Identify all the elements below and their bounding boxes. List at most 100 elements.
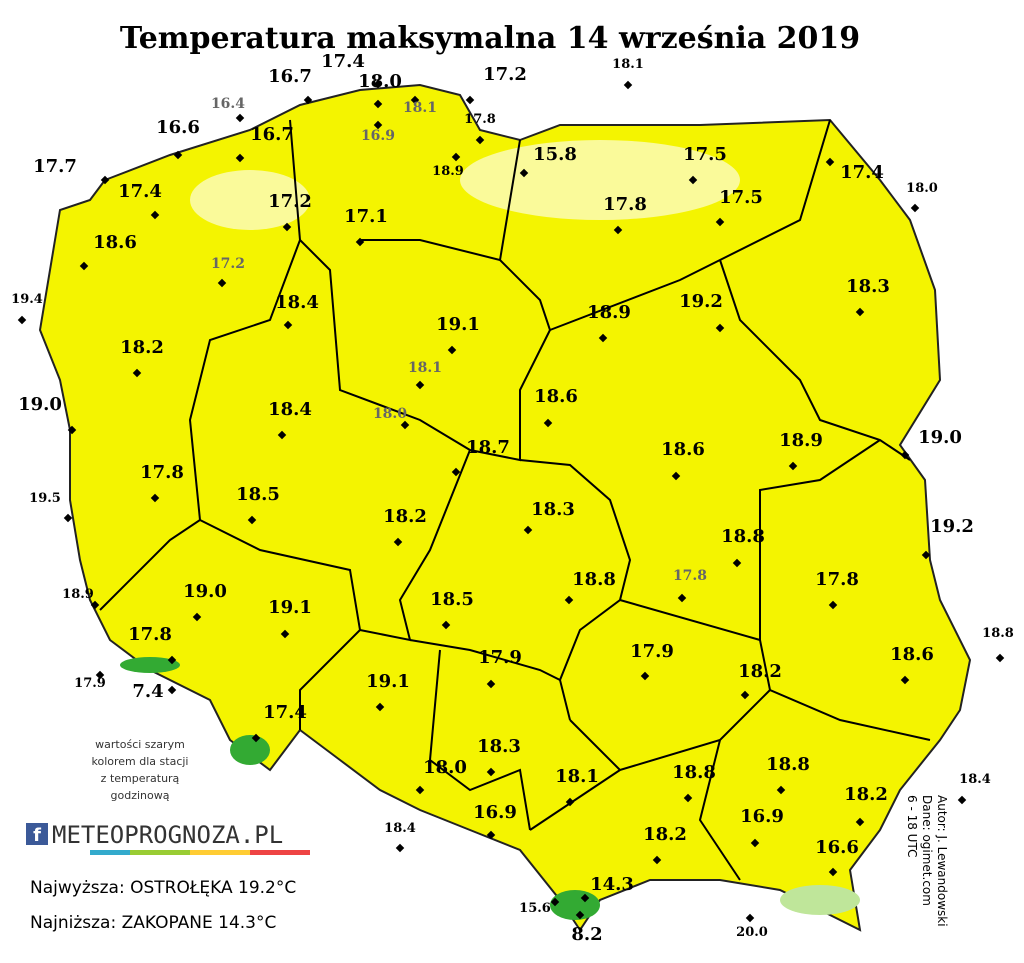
station-value: 7.4 [132,681,163,702]
station-dot [715,323,725,333]
station-value: 16.7 [250,124,294,145]
station-dot [395,843,405,853]
station-dot [280,629,290,639]
station-value: 17.8 [603,194,647,215]
station-value: 8.2 [571,924,602,945]
note-line: kolorem dla stacji [92,755,189,768]
station-value: 16.9 [740,806,784,827]
station-value: 17.4 [118,181,162,202]
station-dot [441,620,451,630]
station-dot [855,817,865,827]
title: Temperatura maksymalna 14 września 2019 [120,21,860,56]
station-value: 17.9 [74,676,106,691]
station-value: 17.2 [483,64,527,85]
station-dot [828,867,838,877]
station-dot [400,420,410,430]
station-value: 19.0 [918,427,962,448]
station-dot [447,345,457,355]
station-value: 18.1 [612,57,644,72]
station-dot [598,333,608,343]
station-dot [671,471,681,481]
station-dot [415,380,425,390]
station-value: 18.4 [275,292,319,313]
station-dot [486,767,496,777]
station-dot [235,153,245,163]
station-value: 18.2 [383,506,427,527]
facebook-icon [26,823,48,845]
station-value: 17.5 [719,187,763,208]
station-dot [410,95,420,105]
station-value: 17.4 [840,162,884,183]
station-value: 17.8 [673,568,707,584]
station-dot [132,368,142,378]
station-dot [486,679,496,689]
station-value: 16.9 [361,128,395,144]
station-value: 18.0 [373,406,407,422]
facebook-letter: f [33,825,41,846]
station-dot [995,653,1005,663]
station-value: 18.6 [890,644,934,665]
station-dot [740,690,750,700]
station-dot [67,425,77,435]
station-value: 17.5 [683,144,727,165]
station-value: 18.5 [236,484,280,505]
station-value: 17.2 [211,256,245,272]
logo-text: METEOPROGNOZA.PL [52,821,283,849]
station-value: 20.0 [736,925,768,940]
station-dot [921,550,931,560]
station-value: 18.8 [982,626,1014,641]
station-value: 18.6 [534,386,578,407]
station-dot [415,785,425,795]
station-dot [565,797,575,807]
station-dot [100,175,110,185]
station-value: 18.1 [555,766,599,787]
station-value: 18.9 [432,164,464,179]
station-value: 17.8 [464,112,496,127]
station-value: 18.4 [959,772,991,787]
station-dot [683,793,693,803]
station-value: 17.4 [263,702,307,723]
credit-line: Autor: J. Lewandowski [935,795,949,927]
note: wartości szarym kolorem dla stacji z tempe… [92,738,189,802]
station-value: 14.3 [590,874,634,895]
station-value: 18.6 [661,439,705,460]
note-line: godzinową [111,789,170,802]
station-value: 17.8 [128,624,172,645]
note-line: z temperaturą [101,772,180,785]
station-dot [373,120,383,130]
station-value: 19.5 [29,491,61,506]
station-dot [475,135,485,145]
station-dot [776,785,786,795]
station-dot [173,150,183,160]
station-value: 19.0 [183,581,227,602]
station-value: 18.7 [466,437,510,458]
station-dot [788,461,798,471]
station-dot [303,95,313,105]
lowest: Najniższa: ZAKOPANE 14.3°C [30,913,276,933]
station-dot [900,450,910,460]
station-dot [575,910,585,920]
station-dot [828,600,838,610]
station-dot [640,671,650,681]
station-dot [355,237,365,247]
station-dot [855,307,865,317]
station-dot [79,261,89,271]
station-value: 17.1 [344,206,388,227]
station-dot [393,537,403,547]
station-value: 17.9 [630,641,674,662]
station-dot [465,95,475,105]
station-dot [235,113,245,123]
station-value: 18.8 [672,762,716,783]
station-value: 17.7 [33,156,77,177]
station-value: 19.0 [18,394,62,415]
station-value: 18.9 [62,587,94,602]
station-dot [745,913,755,923]
station-value: 15.6 [519,901,551,916]
station-dot [451,152,461,162]
station-dot [63,513,73,523]
station-dot [17,315,27,325]
station-dot [217,278,227,288]
station-value: 15.8 [533,144,577,165]
